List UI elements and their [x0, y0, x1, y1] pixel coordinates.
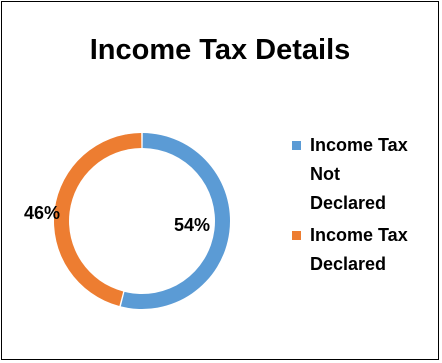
legend-label-declared-line2: Declared: [310, 254, 387, 274]
donut-slice-0: [120, 133, 230, 309]
donut-slice-1: [53, 133, 142, 307]
legend-label-not-declared-line3: Declared: [310, 193, 387, 213]
data-label-0: 54%: [174, 215, 210, 235]
legend-item-declared: Income Tax Declared: [292, 221, 432, 279]
data-label-1: 46%: [24, 203, 60, 223]
legend-item-not-declared: Income Tax Not Declared: [292, 131, 432, 218]
legend-label-declared-line1: Income Tax: [310, 225, 408, 245]
legend-label-not-declared-line2: Not: [310, 164, 340, 184]
legend-label-not-declared-line1: Income Tax: [310, 135, 408, 155]
chart-title: Income Tax Details: [89, 34, 351, 66]
legend-swatch-declared: [292, 231, 301, 240]
legend-swatch-not-declared: [292, 141, 301, 150]
chart-legend: Income Tax Not Declared Income Tax Decla…: [292, 131, 432, 279]
